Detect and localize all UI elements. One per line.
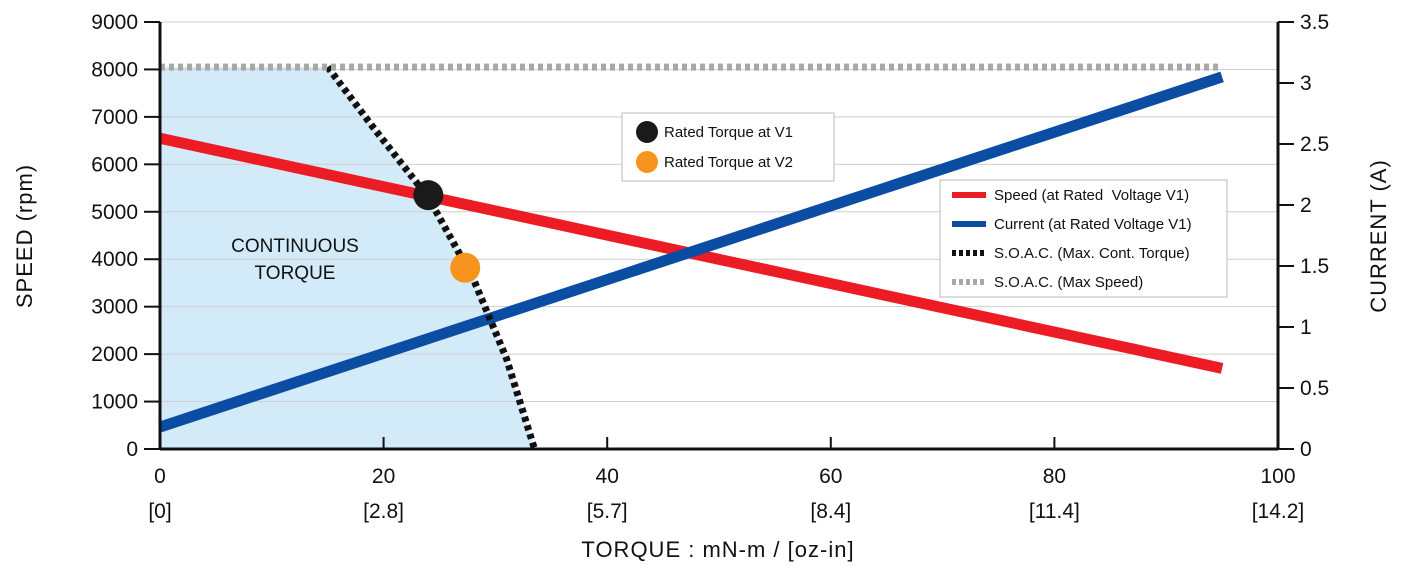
y2-axis-title: CURRENT (A) <box>1366 159 1391 313</box>
legend-label-soac-speed: S.O.A.C. (Max Speed) <box>994 274 1143 291</box>
x-tick-sublabel-5: [14.2] <box>1252 500 1305 523</box>
region-label-line-2: TORQUE <box>255 263 336 284</box>
legend-point-marker-v1 <box>636 121 658 143</box>
y-axis-title: SPEED (rpm) <box>12 164 37 308</box>
legend-point-marker-v2 <box>636 151 658 173</box>
y-tick-label-9: 9000 <box>91 11 138 34</box>
x-tick-label-4: 80 <box>1043 465 1066 488</box>
y2-tick-label-3: 1.5 <box>1300 255 1329 278</box>
y2-tick-label-4: 2 <box>1300 194 1312 217</box>
x-tick-sublabel-0: [0] <box>148 500 171 523</box>
x-tick-label-2: 40 <box>596 465 619 488</box>
legend-lines: Speed (at Rated Voltage V1) Current (at … <box>939 179 1228 298</box>
x-tick-sublabel-1: [2.8] <box>363 500 404 523</box>
y2-tick-label-7: 3.5 <box>1300 11 1329 34</box>
x-tick-label-5: 100 <box>1260 465 1295 488</box>
legend-label-current: Current (at Rated Voltage V1) <box>994 216 1192 233</box>
continuous-torque-region <box>160 67 535 450</box>
y-tick-label-0: 0 <box>126 438 138 461</box>
x-tick-label-1: 20 <box>372 465 395 488</box>
x-axis-title: TORQUE : mN-m / [oz-in] <box>581 537 854 562</box>
series-current-line <box>158 71 1224 433</box>
legend-label-speed: Speed (at Rated Voltage V1) <box>994 187 1189 204</box>
y-tick-label-5: 5000 <box>91 201 138 224</box>
rated-torque-v2-point <box>450 252 481 283</box>
x-tick-sublabel-2: [5.7] <box>587 500 628 523</box>
legend-point-label-v1: Rated Torque at V1 <box>664 124 793 141</box>
y-tick-label-6: 6000 <box>91 153 138 176</box>
x-tick-sublabel-3: [8.4] <box>810 500 851 523</box>
y-tick-label-4: 4000 <box>91 248 138 271</box>
y-tick-label-8: 8000 <box>91 58 138 81</box>
y2-tick-label-5: 2.5 <box>1300 133 1329 156</box>
legend-points: Rated Torque at V1 Rated Torque at V2 <box>621 112 835 182</box>
y-tick-label-2: 2000 <box>91 343 138 366</box>
x-tick-label-3: 60 <box>819 465 842 488</box>
y-tick-label-3: 3000 <box>91 296 138 319</box>
y-tick-label-1: 1000 <box>91 391 138 414</box>
legend-label-soac-torque: S.O.A.C. (Max. Cont. Torque) <box>994 245 1190 262</box>
y2-tick-label-0: 0 <box>1300 438 1312 461</box>
x-tick-sublabel-4: [11.4] <box>1029 500 1080 523</box>
y2-tick-label-1: 0.5 <box>1300 377 1329 400</box>
rated-torque-v1-point <box>413 180 444 211</box>
legend-point-label-v2: Rated Torque at V2 <box>664 154 793 171</box>
x-tick-label-0: 0 <box>154 465 166 488</box>
y2-tick-label-2: 1 <box>1300 316 1312 339</box>
y-tick-label-7: 7000 <box>91 106 138 129</box>
region-label-line-1: CONTINUOUS <box>231 236 359 257</box>
y2-tick-label-6: 3 <box>1300 72 1312 95</box>
series-soac-torque-line <box>324 64 538 451</box>
